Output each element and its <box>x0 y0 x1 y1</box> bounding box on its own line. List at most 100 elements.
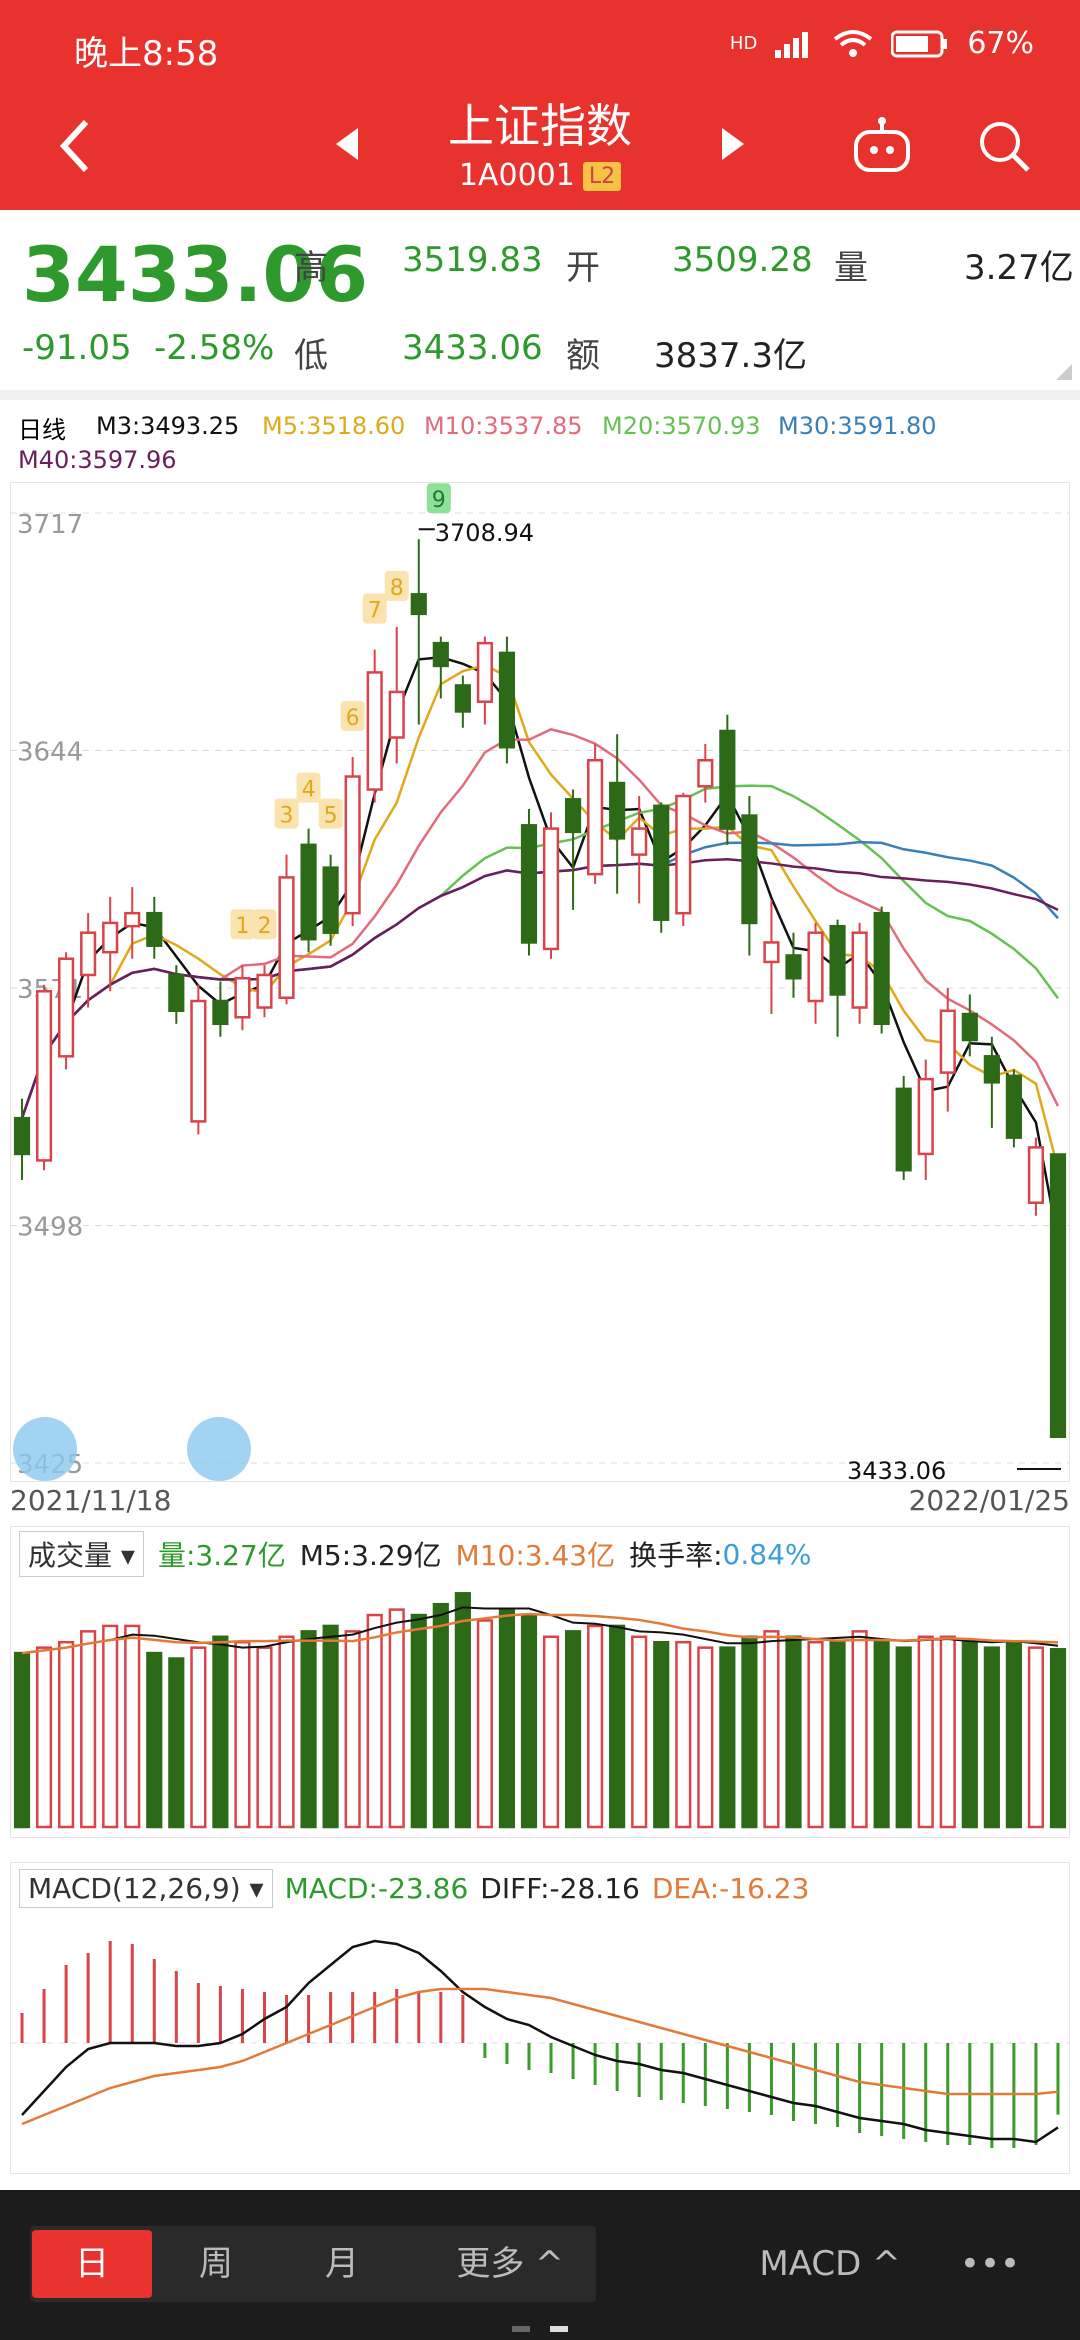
volume-bar <box>983 1646 1000 1829</box>
page-title: 上证指数 <box>448 99 632 153</box>
candle-body <box>102 921 119 954</box>
volume-bar <box>653 1640 670 1829</box>
date-start: 2021/11/18 <box>10 1484 172 1517</box>
battery-icon <box>891 30 948 57</box>
candle-body <box>234 976 251 1019</box>
home-indicator-right <box>550 2326 568 2332</box>
volume-bar <box>895 1646 912 1829</box>
ma-line <box>20 857 1059 1119</box>
candle-body <box>146 911 163 947</box>
candle-body <box>741 814 758 925</box>
td-marker <box>252 909 277 940</box>
indicator-selector[interactable]: MACD ^ <box>759 2244 901 2284</box>
candle-body <box>278 876 295 1000</box>
macd-chart[interactable] <box>11 1863 1069 2173</box>
volume-bar <box>675 1640 692 1829</box>
y-tick-label: 3717 <box>17 510 83 540</box>
volume-bar <box>1005 1640 1022 1829</box>
turnover-value: 0.84% <box>722 1537 812 1571</box>
macd-panel[interactable]: MACD(12,26,9) ▾ MACD:-23.86 DIFF:-28.16 … <box>10 1862 1070 2174</box>
battery-percent: 67% <box>967 26 1034 61</box>
candle-body <box>454 684 471 713</box>
price-change: -91.05 <box>22 328 132 368</box>
tab-more[interactable]: 更多 ^ <box>456 2244 564 2284</box>
dea-line <box>21 1987 1059 2126</box>
candle-body <box>785 954 802 980</box>
current-price: 3433.06 <box>22 230 369 319</box>
tab-month[interactable]: 月 <box>325 2244 359 2284</box>
volume-bar <box>631 1635 648 1829</box>
td-marker-label: 2 <box>257 914 271 939</box>
volume-bar <box>388 1608 405 1829</box>
volume-selector[interactable]: 成交量 ▾ <box>19 1531 144 1577</box>
volume-bar <box>454 1592 471 1829</box>
volume-panel[interactable]: 成交量 ▾ 量:3.27亿 M5:3.29亿 M10:3.43亿 换手率: 0.8… <box>10 1526 1070 1838</box>
candle-body <box>498 651 516 749</box>
y-tick-label: 3644 <box>17 738 83 768</box>
candle-body <box>410 593 427 616</box>
macd-selector[interactable]: MACD(12,26,9) ▾ <box>19 1869 273 1908</box>
candle-body <box>322 866 339 934</box>
bottom-toolbar: 日 周 月 更多 ^ MACD ^ ••• <box>0 2190 1080 2340</box>
td-marker-label: 4 <box>302 778 316 803</box>
ma-legend-item: M20:3570.93 <box>602 412 761 440</box>
ma-legend-item: M10:3537.85 <box>424 412 583 440</box>
candle-body <box>124 911 141 928</box>
volume-bar <box>278 1635 295 1829</box>
td-marker <box>426 483 451 514</box>
volume-bar <box>587 1624 604 1829</box>
candle-body <box>895 1087 912 1172</box>
ma-legend-item: M3:3493.25 <box>96 412 240 440</box>
collapse-left-button[interactable] <box>13 1417 77 1481</box>
candle-body <box>675 794 692 915</box>
candle-body <box>609 781 626 840</box>
status-time: 晚上8:58 <box>74 34 219 74</box>
search-icon[interactable] <box>976 118 1032 174</box>
volume-bar <box>212 1635 229 1829</box>
prev-stock-icon[interactable] <box>332 126 362 162</box>
td-marker-label: 8 <box>390 576 404 601</box>
candle-body <box>829 924 846 996</box>
more-menu-icon[interactable]: ••• <box>959 2244 1021 2284</box>
volume-bar <box>939 1635 956 1829</box>
kline-chart[interactable]: 371736443571349834251234567893708.943433… <box>11 483 1069 1481</box>
stock-header: 上证指数 1A0001 L2 <box>0 90 1080 210</box>
tab-week[interactable]: 周 <box>199 2244 233 2284</box>
volume-bar <box>697 1646 714 1829</box>
fullscreen-button[interactable] <box>187 1417 251 1481</box>
td-marker <box>230 909 255 940</box>
macd-value: MACD:-23.86 <box>284 1872 469 1905</box>
candle-body <box>983 1055 1000 1084</box>
next-stock-icon[interactable] <box>718 126 748 162</box>
volume-chart[interactable] <box>11 1527 1069 1837</box>
candle-body <box>344 775 361 915</box>
ma-line <box>20 784 1059 1119</box>
volume-bar <box>564 1630 582 1829</box>
candle-body <box>763 941 780 964</box>
open-label: 开 <box>566 248 600 288</box>
expand-corner-icon[interactable] <box>1054 362 1074 382</box>
robot-assistant-icon[interactable] <box>852 116 912 174</box>
back-icon[interactable] <box>54 116 94 176</box>
tab-day[interactable]: 日 <box>32 2230 152 2298</box>
min-price-label: 3433.06 <box>847 1457 946 1481</box>
l2-badge: L2 <box>582 162 622 191</box>
volume-bar <box>190 1646 207 1829</box>
candle-body <box>1005 1074 1022 1139</box>
volume-bar <box>410 1613 427 1829</box>
macd-legend: MACD(12,26,9) ▾ MACD:-23.86 DIFF:-28.16 … <box>19 1869 809 1908</box>
turnover-label: 换手率: <box>629 1539 723 1572</box>
volume-bar <box>807 1640 824 1829</box>
td-marker <box>362 593 387 624</box>
volume-label: 量 <box>834 248 868 288</box>
y-tick-label: 3498 <box>17 1213 83 1243</box>
status-bar: 晚上8:58 HD 67% <box>0 0 1080 90</box>
volume-bar <box>542 1635 560 1829</box>
high-value: 3519.83 <box>402 240 543 280</box>
volume-bar <box>102 1624 119 1829</box>
candle-body <box>719 729 736 830</box>
volume-bar <box>476 1619 493 1829</box>
volume-bar <box>520 1613 538 1829</box>
volume-bar <box>917 1635 934 1829</box>
kline-panel[interactable]: 371736443571349834251234567893708.943433… <box>10 482 1070 1482</box>
